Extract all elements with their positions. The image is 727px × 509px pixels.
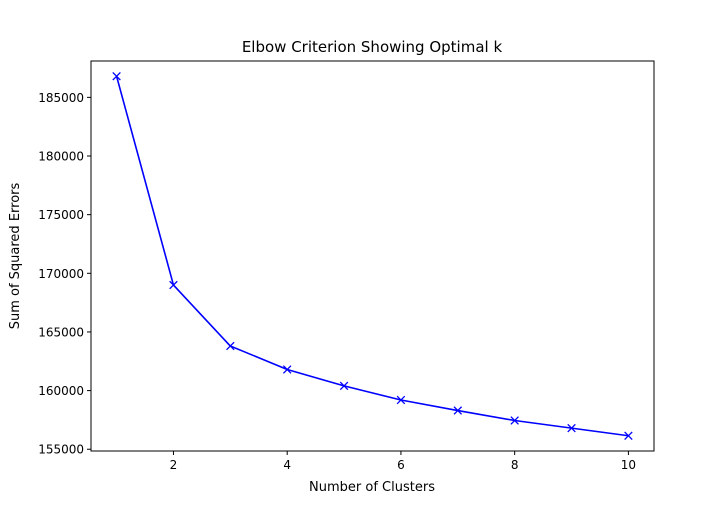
y-tick-label: 175000 [38, 208, 84, 222]
x-tick-label: 10 [621, 458, 636, 472]
series-layer [112, 71, 633, 441]
y-tick-label: 155000 [38, 443, 84, 457]
data-point-marker [510, 416, 519, 425]
x-tick-label: 6 [397, 458, 405, 472]
data-point-marker [169, 280, 178, 290]
data-point-marker [567, 423, 576, 433]
data-point-marker [282, 365, 292, 374]
data-point-marker [453, 406, 463, 415]
y-axis-label: Sum of Squared Errors [8, 182, 23, 329]
data-point-marker [339, 381, 349, 391]
x-tick-label: 4 [283, 458, 291, 472]
y-tick-label: 185000 [38, 91, 84, 105]
x-axis-label: Number of Clusters [309, 480, 435, 495]
data-point-marker [624, 431, 633, 441]
chart-title: Elbow Criterion Showing Optimal k [242, 38, 503, 56]
data-point-marker [396, 395, 406, 405]
plot-frame [90, 60, 655, 452]
x-tick-label: 2 [170, 458, 178, 472]
y-tick-label: 165000 [38, 325, 84, 339]
x-tick-label: 8 [511, 458, 519, 472]
y-axis-ticks: 155000 160000 165000 170000 175000 180000 1850… [38, 91, 91, 457]
y-tick-label: 180000 [38, 150, 84, 164]
y-tick-label: 160000 [38, 384, 84, 398]
series-line [115, 76, 629, 437]
data-point-marker [226, 341, 235, 351]
x-axis-ticks: 2 4 6 8 10 [170, 451, 636, 472]
y-tick-label: 170000 [38, 267, 84, 281]
data-point-marker [112, 71, 121, 81]
